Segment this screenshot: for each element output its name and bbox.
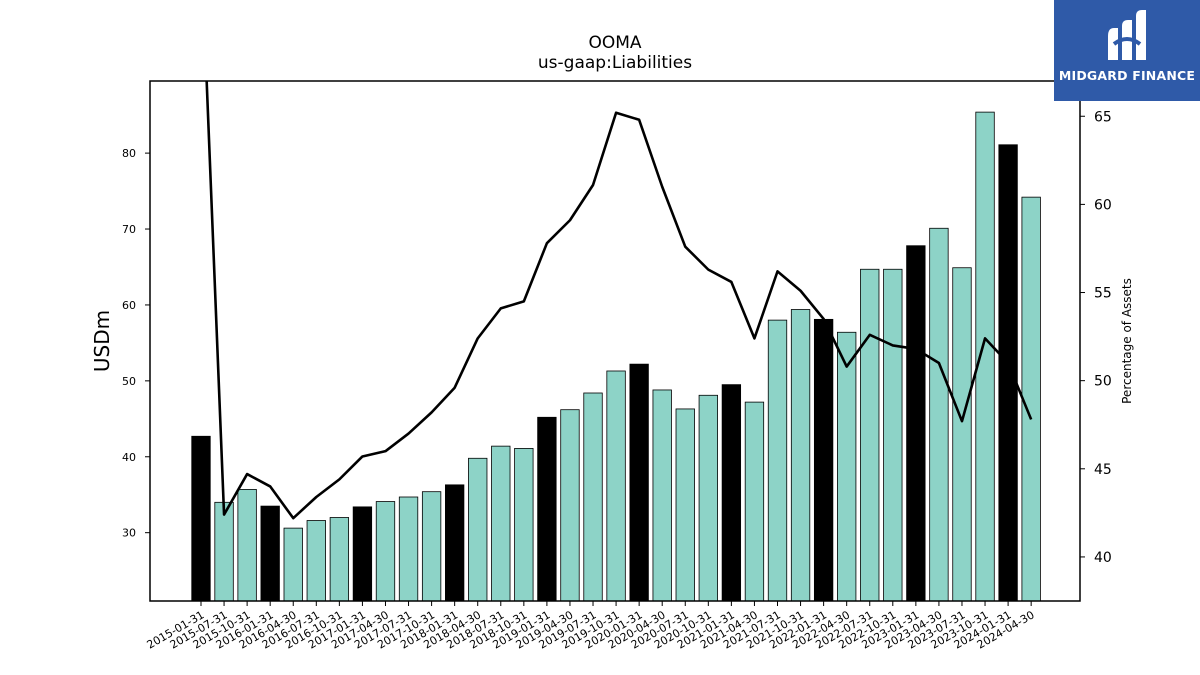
- y2-axis-label: Percentage of Assets: [1120, 278, 1134, 404]
- y-tick-label: 50: [122, 375, 136, 388]
- bar: [260, 505, 280, 602]
- y-tick-label: 80: [122, 147, 136, 160]
- bar: [860, 268, 880, 602]
- chart-subtitle: us-gaap:Liabilities: [538, 53, 692, 73]
- bar: [652, 389, 672, 602]
- y-tick-label: 60: [122, 299, 136, 312]
- bar: [398, 496, 419, 602]
- bar: [283, 527, 303, 602]
- bar: [767, 319, 788, 602]
- bar: [790, 309, 811, 602]
- bar: [952, 267, 972, 602]
- y2-tick-label: 50: [1094, 374, 1112, 390]
- bar: [237, 489, 257, 602]
- bar: [191, 435, 211, 602]
- series-line: [205, 81, 1033, 520]
- plot-frame: [149, 80, 1081, 602]
- chart-title: OOMA: [588, 33, 641, 53]
- bar: [375, 501, 396, 602]
- y-tick-label: 70: [122, 223, 136, 236]
- bar: [1021, 196, 1041, 602]
- y2-tick-label: 40: [1094, 550, 1112, 566]
- bar: [606, 370, 626, 602]
- bar: [721, 384, 742, 602]
- y-tick-label: 30: [122, 527, 136, 540]
- bar: [421, 491, 442, 602]
- bar: [214, 501, 234, 602]
- bar: [837, 331, 857, 602]
- logo-badge: MIDGARD FINANCE: [1054, 0, 1200, 101]
- bar: [514, 448, 534, 602]
- midgard-m-logo-icon: [1108, 10, 1146, 60]
- bar: [537, 416, 557, 602]
- bar: [744, 401, 765, 602]
- bar: [445, 484, 465, 602]
- bar: [906, 245, 926, 602]
- bar: [329, 517, 350, 602]
- bar: [468, 457, 488, 602]
- bar: [583, 392, 603, 602]
- bar: [813, 318, 834, 602]
- y2-tick-label: 65: [1094, 109, 1112, 125]
- y2-tick-label: 55: [1094, 286, 1112, 302]
- bar: [306, 520, 326, 602]
- y-axis-label: USDm: [90, 310, 114, 372]
- bar-group: [191, 111, 1041, 602]
- bar: [352, 506, 373, 602]
- y-tick-label: 40: [122, 451, 136, 464]
- bar: [675, 408, 695, 602]
- y2-tick-label: 45: [1094, 462, 1112, 478]
- bar: [929, 227, 949, 602]
- line-group: [205, 81, 1033, 520]
- bar: [560, 409, 580, 602]
- axes-group: 3040506070804045505560652015-01-312015-0…: [122, 80, 1112, 652]
- y2-tick-label: 60: [1094, 197, 1112, 213]
- bar: [491, 445, 511, 602]
- bar: [629, 363, 649, 602]
- logo-text: MIDGARD FINANCE: [1058, 68, 1196, 83]
- bar: [883, 268, 903, 602]
- bar: [698, 394, 718, 602]
- bar: [998, 144, 1018, 602]
- bar: [975, 111, 995, 602]
